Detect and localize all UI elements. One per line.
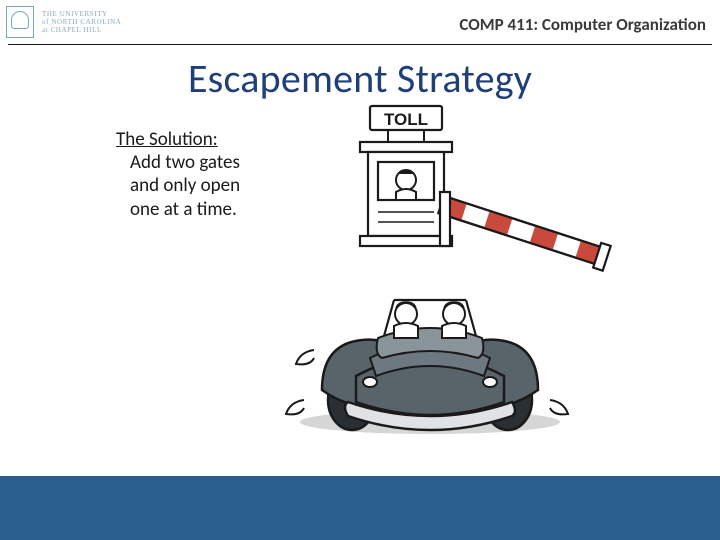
toll-booth: TOLL <box>360 106 452 246</box>
course-label: COMP 411: Computer Organization <box>459 14 706 35</box>
university-line2: of NORTH CAROLINA <box>42 18 121 26</box>
toll-booth-illustration: TOLL <box>260 100 620 440</box>
slide-title: Escapement Strategy <box>0 54 720 103</box>
university-name: THE UNIVERSITY of NORTH CAROLINA at CHAP… <box>42 10 121 34</box>
footer-bar <box>0 476 720 540</box>
university-line1: THE UNIVERSITY <box>42 10 121 18</box>
passenger-left <box>394 302 418 338</box>
passenger-right <box>442 302 466 338</box>
header-cutoff-whitespace <box>0 38 720 48</box>
old-well-dome <box>11 11 29 29</box>
car <box>286 300 568 434</box>
university-logo-block: THE UNIVERSITY of NORTH CAROLINA at CHAP… <box>6 6 121 38</box>
slide: THE UNIVERSITY of NORTH CAROLINA at CHAP… <box>0 0 720 540</box>
barrier-gate <box>437 192 611 270</box>
toll-sign-text: TOLL <box>384 110 428 129</box>
barrier-post <box>440 192 450 246</box>
old-well-icon <box>6 6 34 38</box>
solution-heading: The Solution: <box>116 128 218 151</box>
university-line3: at CHAPEL HILL <box>42 26 121 34</box>
header-divider <box>8 44 712 45</box>
